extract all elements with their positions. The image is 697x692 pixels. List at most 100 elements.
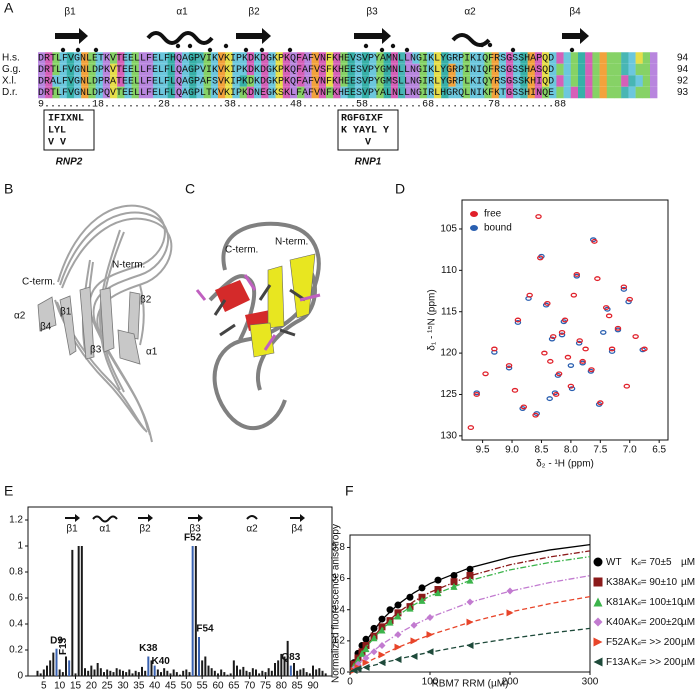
residue-cell <box>448 86 456 99</box>
residue-cell <box>628 86 636 99</box>
data-point <box>386 618 394 626</box>
residue-cell <box>146 52 154 64</box>
bar <box>175 672 178 676</box>
legend-entry: K40AKd= 200±20µM <box>606 617 695 628</box>
bar <box>84 668 86 676</box>
residue-cell <box>268 86 276 99</box>
bar <box>144 670 147 676</box>
bar <box>242 666 245 676</box>
x-tick-label: 80 <box>276 681 288 692</box>
y-tick-label: 0.2 <box>331 636 345 647</box>
bar <box>68 660 71 676</box>
residue-cell <box>585 75 593 87</box>
data-point <box>466 642 474 650</box>
fit-curve <box>349 627 591 673</box>
residue-cell <box>218 52 226 64</box>
residue-cell <box>477 63 485 76</box>
residue-cell <box>318 52 327 64</box>
residue-cell <box>153 86 161 99</box>
peak <box>567 363 575 368</box>
residue-cell <box>189 52 197 64</box>
y-axis-label: δ₁ - ¹⁵N (ppm) <box>427 289 438 350</box>
residue-cell <box>628 63 636 76</box>
residue-cell <box>52 75 60 87</box>
residue-cell <box>333 75 341 87</box>
bar <box>302 668 305 676</box>
residue-cell <box>340 75 348 87</box>
residue-cell <box>642 63 651 76</box>
residue-cell <box>534 75 543 87</box>
residue-cell <box>160 52 168 64</box>
residue-cell <box>470 63 478 76</box>
residue-cell <box>506 86 514 99</box>
ss-label: β4 <box>569 7 581 18</box>
residue-cell <box>520 75 528 87</box>
residue-cell <box>556 75 564 87</box>
residue-cell <box>470 75 478 87</box>
peak <box>582 346 589 352</box>
structure-label: β2 <box>140 295 152 306</box>
bar <box>217 673 219 676</box>
residue-cell <box>182 75 190 87</box>
data-point <box>426 631 434 639</box>
residue-cell <box>110 86 118 99</box>
data-point <box>450 582 458 590</box>
kd-subscript: d <box>638 601 641 607</box>
peak <box>614 325 622 331</box>
residue-cell <box>570 75 579 87</box>
residue-cell <box>318 75 327 87</box>
bar <box>210 668 213 676</box>
residue-cell <box>232 86 240 99</box>
data-point <box>358 649 366 657</box>
bar <box>87 670 90 676</box>
residue-cell <box>297 63 305 76</box>
bar <box>264 672 267 676</box>
peak <box>620 286 628 292</box>
residue-cell <box>362 63 370 76</box>
x-tick-label: 15 <box>70 681 82 692</box>
annotation: K40 <box>151 656 170 667</box>
ss-label: β2 <box>248 7 260 18</box>
residue-cell <box>225 86 233 99</box>
x-tick-label: 9.5 <box>476 445 490 456</box>
y-tick-label: 0.6 <box>331 573 345 584</box>
peak <box>541 350 548 356</box>
bar <box>229 673 232 676</box>
residue-cell <box>412 75 420 87</box>
kd-value: = >> 200 <box>641 657 681 668</box>
peak <box>558 332 566 338</box>
y-tick-label: 0.8 <box>331 542 345 553</box>
peak <box>575 340 583 346</box>
residue-cell <box>153 75 161 87</box>
residue-cell <box>383 75 391 87</box>
x-tick-label: 0 <box>347 677 353 688</box>
legend-entry: WT Kd= 70±5 µM <box>606 557 695 568</box>
bar <box>96 663 99 676</box>
residue-cell <box>102 86 111 99</box>
residue-cell <box>340 86 348 99</box>
data-point <box>418 584 426 592</box>
motif-label: RNP2 <box>56 157 83 168</box>
residue-cell <box>549 52 557 64</box>
residue-cell <box>563 63 571 76</box>
bar <box>141 666 143 676</box>
residue-cell <box>304 63 312 76</box>
residue-cell <box>167 86 175 99</box>
data-point <box>426 648 434 656</box>
residue-cell <box>282 52 291 64</box>
peak <box>505 365 513 371</box>
bar <box>150 660 153 676</box>
residue-cell <box>102 63 111 76</box>
species-label: H.s. <box>2 53 20 64</box>
y-tick-label: 0.8 <box>9 567 23 578</box>
residue-cell <box>66 75 75 87</box>
sequence: DRALFVGNLDPRATEELLFELFLQAGPAFSVKIPKDKDGK… <box>38 77 554 88</box>
residue-cell <box>225 75 233 87</box>
kd-subscript: d <box>638 561 641 567</box>
bar <box>128 669 131 676</box>
residue-cell <box>282 75 291 87</box>
data-point <box>410 637 418 645</box>
peak <box>588 367 595 373</box>
sequence-end: 94 <box>677 53 689 64</box>
legend-marker <box>593 577 603 587</box>
